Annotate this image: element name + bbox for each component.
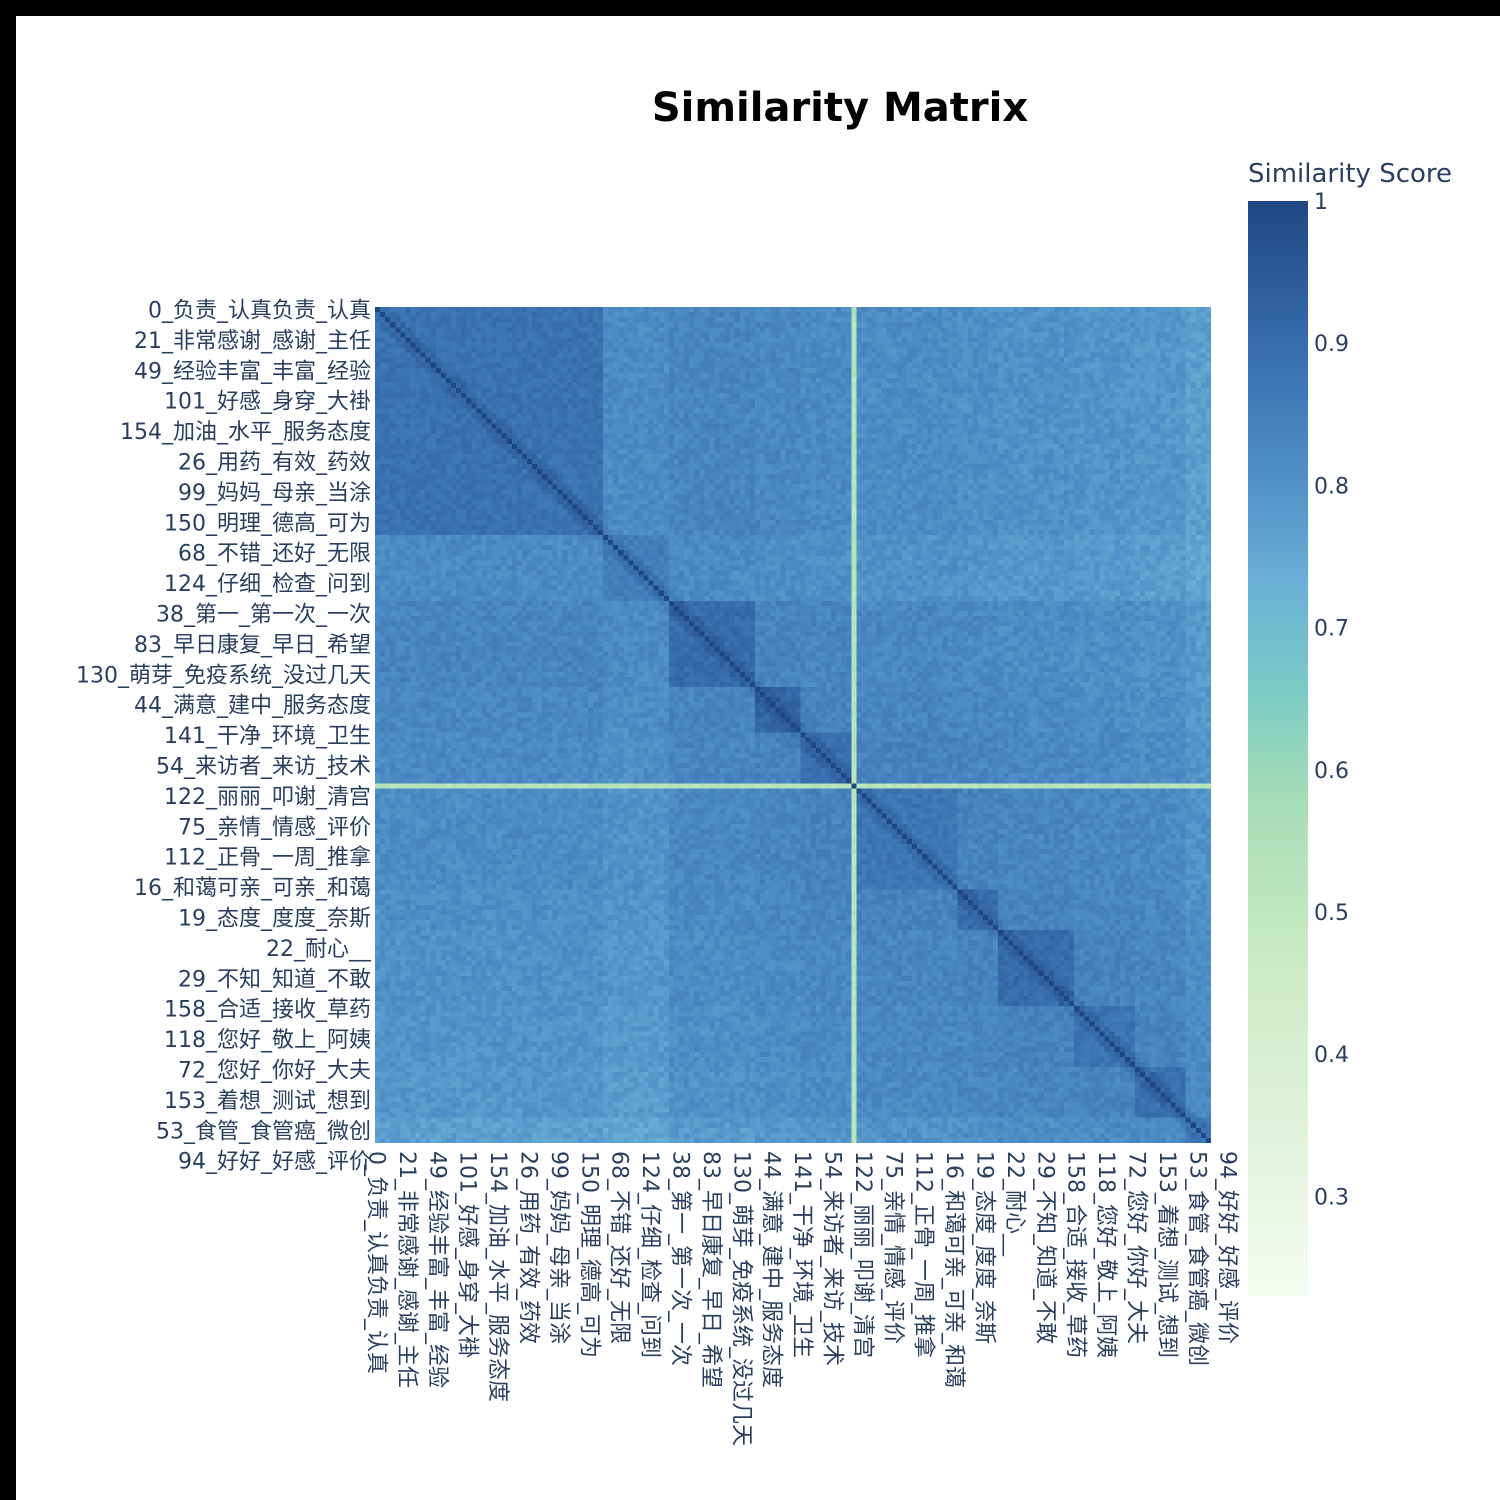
y-tick-label: 72_您好_你好_大夫 [178,1059,371,1084]
x-tick-label: 150_明理_德高_可为 [576,1151,601,1358]
x-tick-label: 124_仔细_检查_问到 [637,1151,662,1358]
colorbar [1248,201,1308,1296]
y-tick-label: 112_正骨_一周_推拿 [164,845,371,871]
x-tick-label: 72_您好_你好_大夫 [1124,1151,1149,1344]
y-tick-label: 0_负责_认真负责_认真 [148,299,371,324]
y-tick-label: 26_用药_有效_药效 [178,451,371,476]
colorbar-tick-label: 0.5 [1314,901,1349,926]
x-tick-label: 53_食管_食管癌_微创 [1184,1151,1209,1366]
y-tick-label: 53_食管_食管癌_微创 [156,1119,371,1144]
heatmap-cell-grid [375,307,1211,1143]
colorbar-ticks: 1 0.9 0.8 0.7 0.6 0.5 0.4 0.3 [1314,190,1349,1210]
colorbar-title: Similarity Score [1248,159,1452,189]
x-tick-label: 153_着想_测试_想到 [1154,1151,1179,1358]
y-tick-label: 141_干净_环境_卫生 [164,724,371,749]
y-tick-label: 38_第一_第一次_一次 [156,603,371,628]
colorbar-tick-label: 0.6 [1314,759,1349,784]
x-tick-label: 38_第一_第一次_一次 [668,1151,693,1366]
y-tick-label: 49_经验丰富_丰富_经验 [134,359,371,384]
x-tick-label: 54_来访者_来访_技术 [820,1151,845,1366]
y-tick-label: 75_亲情_情感_评价 [178,815,371,840]
x-tick-label: 26_用药_有效_药效 [516,1151,541,1344]
y-tick-label: 94_好好_好感_评价 [178,1150,371,1175]
y-axis-ticks: 0_负责_认真负责_认真 21_非常感谢_感谢_主任 49_经验丰富_丰富_经验 10… [76,299,372,1175]
y-tick-label: 29_不知_知道_不敢 [178,967,371,992]
x-tick-label: 94_好好_好感_评价 [1215,1151,1240,1344]
x-tick-label: 0_负责_认真负责_认真 [364,1151,389,1374]
heatmap-cells [375,307,1211,1143]
y-tick-label: 99_妈妈_母亲_当涂 [178,481,371,506]
x-tick-label: 68_不错_还好_无限 [607,1151,632,1344]
y-tick-label: 118_您好_敬上_阿姨 [164,1028,371,1053]
x-tick-label: 130_萌芽_免疫系统_没过几天 [728,1151,753,1446]
y-tick-label: 19_态度_度度_奈斯 [178,907,371,932]
y-tick-label: 22_耐心__ [266,937,372,962]
y-tick-label: 150_明理_德高_可为 [164,511,371,536]
colorbar-tick-label: 0.8 [1314,474,1349,499]
y-tick-label: 44_满意_建中_服务态度 [134,694,371,719]
colorbar-tick-label: 0.7 [1314,617,1349,642]
y-tick-label: 158_合适_接收_草药 [164,998,371,1023]
colorbar-tick-label: 1 [1314,190,1328,215]
y-tick-label: 153_着想_测试_想到 [164,1089,371,1114]
colorbar-tick-label: 0.9 [1314,332,1349,357]
y-tick-label: 101_好感_身穿_大褂 [164,390,371,415]
x-tick-label: 16_和蔼可亲_可亲_和蔼 [941,1151,966,1388]
x-tick-label: 112_正骨_一周_推拿 [911,1151,937,1358]
x-tick-label: 141_干净_环境_卫生 [789,1151,814,1358]
x-tick-label: 44_满意_建中_服务态度 [759,1151,784,1388]
x-tick-label: 99_妈妈_母亲_当涂 [546,1151,571,1344]
y-tick-label: 124_仔细_检查_问到 [164,572,371,597]
y-tick-label: 16_和蔼可亲_可亲_和蔼 [134,876,371,901]
colorbar-tick-label: 0.3 [1314,1185,1349,1210]
y-tick-label: 68_不错_还好_无限 [178,542,371,567]
colorbar-tick-label: 0.4 [1314,1043,1349,1068]
x-tick-label: 22_耐心__ [1002,1151,1027,1257]
x-tick-label: 83_早日康复_早日_希望 [698,1151,723,1388]
chart-title: Similarity Matrix [652,85,1029,131]
x-tick-label: 19_态度_度度_奈斯 [972,1151,997,1344]
x-tick-label: 101_好感_身穿_大褂 [455,1151,480,1358]
x-tick-label: 49_经验丰富_丰富_经验 [424,1151,449,1388]
x-tick-label: 118_您好_敬上_阿姨 [1093,1151,1118,1358]
x-axis-ticks: 0_负责_认真负责_认真 21_非常感谢_感谢_主任 49_经验丰富_丰富_经验 10… [364,1151,1240,1446]
y-tick-label: 154_加油_水平_服务态度 [120,420,371,445]
similarity-heatmap-chart: Similarity Matrix 0_负责_认真负责_认真21_非常感谢_感谢… [76,85,1452,1446]
y-tick-label: 54_来访者_来访_技术 [156,755,371,780]
x-tick-label: 122_丽丽_叩谢_清宫 [850,1151,875,1358]
y-tick-label: 21_非常感谢_感谢_主任 [134,329,371,354]
y-tick-label: 130_萌芽_免疫系统_没过几天 [76,663,371,688]
y-tick-label: 83_早日康复_早日_希望 [134,633,371,658]
x-tick-label: 158_合适_接收_草药 [1063,1151,1088,1358]
chart-page: Similarity Matrix 0_负责_认真负责_认真 21_非常感谢_感谢… [16,16,1500,1500]
y-tick-label: 122_丽丽_叩谢_清宫 [164,785,371,810]
x-tick-label: 75_亲情_情感_评价 [880,1151,905,1344]
x-tick-label: 29_不知_知道_不敢 [1032,1151,1057,1344]
x-tick-label: 154_加油_水平_服务态度 [485,1151,510,1402]
x-tick-label: 21_非常感谢_感谢_主任 [394,1151,419,1388]
